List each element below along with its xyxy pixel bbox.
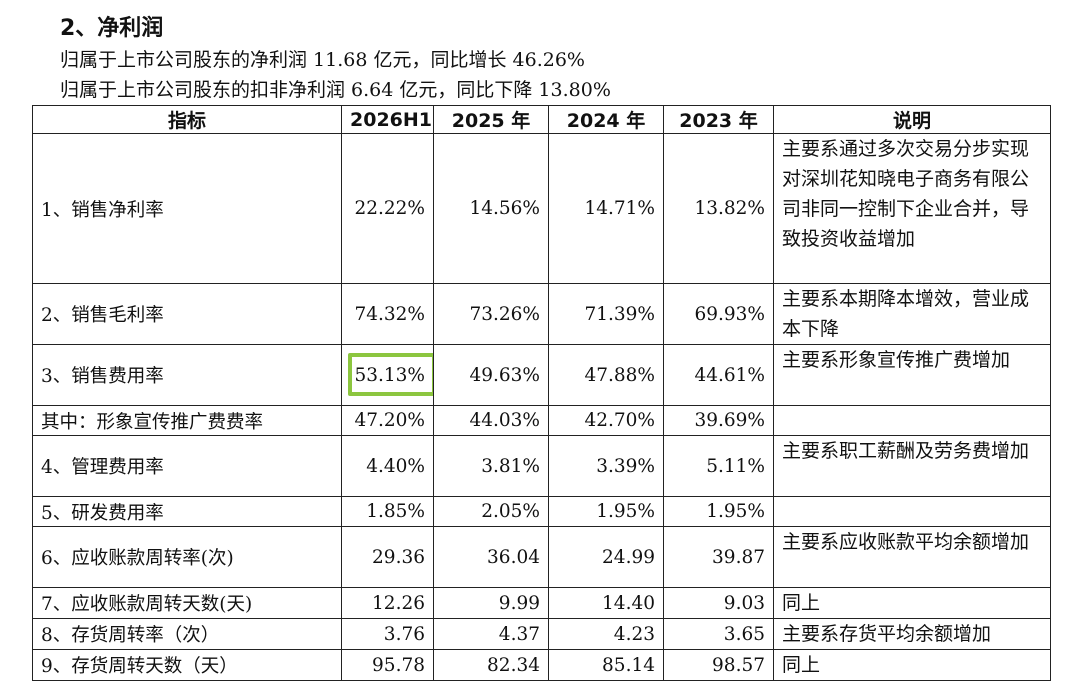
cell-2025: 82.34	[433, 649, 549, 681]
cell-2026h1: 47.20%	[341, 405, 434, 436]
cell-2024: 14.40	[548, 587, 664, 619]
cell-2026h1: 74.32%	[341, 283, 434, 345]
row-name: 5、研发费用率	[32, 496, 342, 527]
cell-2026h1: 3.76	[341, 618, 434, 650]
table-row: 3、销售费用率 53.13% 49.63% 47.88% 44.61% 主要系形…	[32, 344, 1051, 406]
row-note: 主要系职工薪酬及劳务费增加	[773, 435, 1051, 497]
header-2023: 2023 年	[663, 105, 774, 134]
cell-2025: 4.37	[433, 618, 549, 650]
table-row: 5、研发费用率 1.85% 2.05% 1.95% 1.95%	[32, 496, 1051, 527]
row-name: 3、销售费用率	[32, 344, 342, 406]
cell-2023: 5.11%	[663, 435, 774, 497]
row-name: 7、应收账款周转天数(天)	[32, 587, 342, 619]
cell-2025: 49.63%	[433, 344, 549, 406]
row-name: 6、应收账款周转率(次)	[32, 526, 342, 588]
cell-2023: 13.82%	[663, 133, 774, 284]
row-note: 主要系形象宣传推广费增加	[773, 344, 1051, 406]
cell-2023: 44.61%	[663, 344, 774, 406]
highlighted-value: 53.13%	[354, 364, 425, 386]
cell-2023: 3.65	[663, 618, 774, 650]
cell-2025: 44.03%	[433, 405, 549, 436]
cell-2023: 98.57	[663, 649, 774, 681]
cell-2024: 42.70%	[548, 405, 664, 436]
row-name: 1、销售净利率	[32, 133, 342, 284]
cell-2026h1: 4.40%	[341, 435, 434, 497]
cell-2024: 71.39%	[548, 283, 664, 345]
cell-2023: 1.95%	[663, 496, 774, 527]
table-header-row: 指标 2026H1 2025 年 2024 年 2023 年 说明	[32, 105, 1051, 134]
table-row: 9、存货周转天数（天） 95.78 82.34 85.14 98.57 同上	[32, 649, 1051, 681]
header-2026h1: 2026H1	[341, 105, 434, 134]
cell-2026h1: 22.22%	[341, 133, 434, 284]
row-note	[773, 405, 1051, 436]
row-note: 主要系通过多次交易分步实现对深圳花知晓电子商务有限公司非同一控制下企业合并，导致…	[773, 133, 1051, 284]
row-note	[773, 496, 1051, 527]
deducted-net-profit-line: 归属于上市公司股东的扣非净利润 6.64 亿元，同比下降 13.80%	[60, 79, 611, 101]
cell-2026h1: 95.78	[341, 649, 434, 681]
row-name: 2、销售毛利率	[32, 283, 342, 345]
cell-2025: 36.04	[433, 526, 549, 588]
cell-2025: 14.56%	[433, 133, 549, 284]
row-note: 主要系应收账款平均余额增加	[773, 526, 1051, 588]
highlight-box	[348, 353, 433, 396]
table-row: 6、应收账款周转率(次) 29.36 36.04 24.99 39.87 主要系…	[32, 526, 1051, 588]
cell-2024: 85.14	[548, 649, 664, 681]
financial-metrics-table: 指标 2026H1 2025 年 2024 年 2023 年 说明 1、销售净利…	[32, 105, 1051, 681]
header-2024: 2024 年	[548, 105, 664, 134]
net-profit-line: 归属于上市公司股东的净利润 11.68 亿元，同比增长 46.26%	[60, 49, 585, 71]
cell-2026h1: 29.36	[341, 526, 434, 588]
cell-2024: 3.39%	[548, 435, 664, 497]
cell-2023: 9.03	[663, 587, 774, 619]
cell-2024: 4.23	[548, 618, 664, 650]
cell-2024: 24.99	[548, 526, 664, 588]
cell-2025: 73.26%	[433, 283, 549, 345]
header-note: 说明	[773, 105, 1051, 134]
cell-2024: 14.71%	[548, 133, 664, 284]
row-note: 主要系本期降本增效，营业成本下降	[773, 283, 1051, 345]
cell-2023: 69.93%	[663, 283, 774, 345]
header-2025: 2025 年	[433, 105, 549, 134]
table-row: 4、管理费用率 4.40% 3.81% 3.39% 5.11% 主要系职工薪酬及…	[32, 435, 1051, 497]
table-row: 其中：形象宣传推广费费率 47.20% 44.03% 42.70% 39.69%	[32, 405, 1051, 436]
header-indicator: 指标	[32, 105, 342, 134]
row-name: 4、管理费用率	[32, 435, 342, 497]
table-row: 1、销售净利率 22.22% 14.56% 14.71% 13.82% 主要系通…	[32, 133, 1051, 284]
row-note: 同上	[773, 649, 1051, 681]
cell-2026h1: 1.85%	[341, 496, 434, 527]
cell-2025: 3.81%	[433, 435, 549, 497]
cell-2025: 9.99	[433, 587, 549, 619]
row-name: 8、存货周转率（次）	[32, 618, 342, 650]
table-row: 7、应收账款周转天数(天) 12.26 9.99 14.40 9.03 同上	[32, 587, 1051, 619]
cell-2023: 39.87	[663, 526, 774, 588]
row-name: 9、存货周转天数（天）	[32, 649, 342, 681]
row-note: 主要系存货平均余额增加	[773, 618, 1051, 650]
row-name: 其中：形象宣传推广费费率	[32, 405, 342, 436]
cell-2023: 39.69%	[663, 405, 774, 436]
cell-2025: 2.05%	[433, 496, 549, 527]
row-note: 同上	[773, 587, 1051, 619]
cell-2024: 1.95%	[548, 496, 664, 527]
table-row: 8、存货周转率（次） 3.76 4.37 4.23 3.65 主要系存货平均余额…	[32, 618, 1051, 650]
cell-2024: 47.88%	[548, 344, 664, 406]
cell-2026h1: 12.26	[341, 587, 434, 619]
section-heading: 2、净利润	[60, 16, 164, 41]
table-row: 2、销售毛利率 74.32% 73.26% 71.39% 69.93% 主要系本…	[32, 283, 1051, 345]
cell-2026h1-highlighted: 53.13%	[341, 344, 434, 406]
